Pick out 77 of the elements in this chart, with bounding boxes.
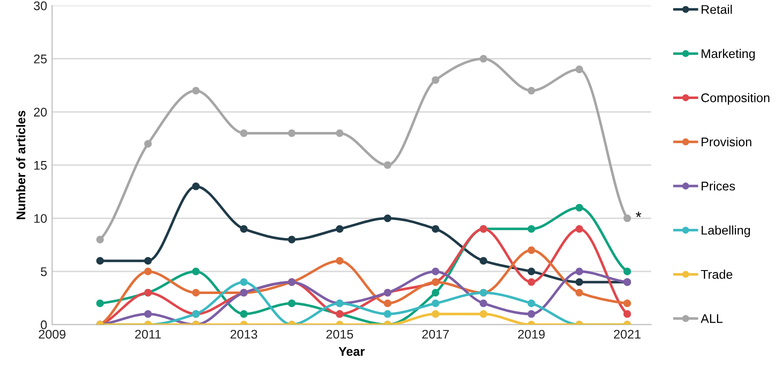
point (528, 268, 536, 276)
point (384, 310, 392, 318)
y-tick-label: 20 (34, 108, 47, 117)
point (96, 256, 104, 265)
point (432, 288, 440, 297)
legend-label: Composition (701, 93, 770, 105)
point (336, 256, 344, 265)
annotation: * (636, 212, 642, 218)
point (480, 54, 488, 63)
point (336, 225, 344, 233)
y-tick-label: 5 (40, 267, 47, 276)
point (192, 288, 200, 297)
point (528, 86, 536, 94)
point (432, 225, 440, 233)
point (575, 204, 584, 212)
x-tick-label: 2009 (38, 330, 66, 339)
point (575, 268, 584, 276)
point (96, 236, 104, 244)
point (144, 140, 152, 148)
point (240, 225, 248, 233)
legend-label: Prices (702, 181, 735, 191)
x-tick-label: 2019 (518, 330, 545, 339)
point (623, 300, 632, 308)
point (192, 86, 200, 94)
point (384, 214, 392, 222)
legend-label: Marketing (702, 48, 755, 61)
point (623, 214, 632, 222)
y-tick-label: 15 (34, 161, 47, 170)
point (575, 66, 584, 74)
legend-label: ALL (700, 314, 722, 323)
point (432, 268, 440, 276)
point (623, 268, 632, 276)
point (192, 268, 200, 276)
point (480, 300, 488, 308)
point (528, 278, 536, 286)
y-tick-label: 10 (34, 214, 47, 223)
x-tick-label: 2017 (422, 330, 449, 339)
x-tick-label: 2021 (614, 330, 641, 339)
point (575, 225, 584, 233)
point (528, 225, 536, 233)
point (480, 256, 488, 265)
legend-label: Labelling (702, 225, 750, 238)
x-tick-label: 2013 (230, 330, 258, 339)
y-tick-label: 25 (34, 54, 47, 64)
point (575, 288, 584, 297)
point (384, 161, 392, 169)
point (528, 300, 536, 308)
point (96, 300, 104, 308)
point (623, 310, 632, 318)
point (192, 182, 200, 190)
point (144, 268, 152, 276)
legend-label: Provision (702, 137, 752, 146)
point (480, 310, 488, 318)
x-axis-title: Year (338, 347, 365, 356)
x-tick-label: 2011 (135, 330, 161, 339)
x-tick-label: 2015 (326, 330, 354, 339)
point (240, 310, 248, 318)
point (432, 76, 440, 84)
y-tick-label: 0 (40, 320, 47, 330)
point (575, 278, 584, 286)
legend-label: Trade (700, 270, 732, 279)
point (432, 310, 440, 318)
point (528, 246, 536, 254)
point (288, 300, 296, 308)
point (144, 310, 152, 318)
point (240, 129, 248, 138)
y-tick-label: 30 (34, 1, 47, 10)
point (240, 278, 248, 286)
point (528, 310, 536, 318)
point (336, 129, 344, 138)
point (432, 300, 440, 308)
point (288, 236, 296, 244)
y-axis-title: Number of articles (16, 110, 26, 220)
point (384, 300, 392, 308)
legend-label: Retail (702, 4, 732, 14)
point (144, 256, 152, 265)
point (288, 129, 296, 138)
